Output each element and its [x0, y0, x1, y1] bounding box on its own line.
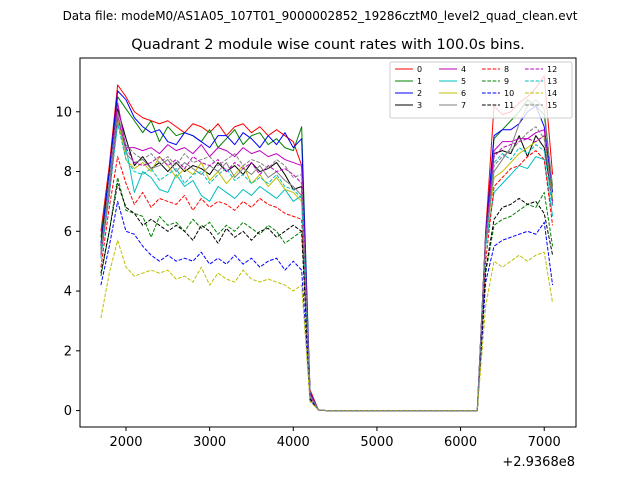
legend-label-15: 15 [547, 101, 557, 110]
x-axis-ticks: 2000 3000 4000 5000 6000 7000 [109, 427, 561, 450]
legend-label-14: 14 [547, 89, 557, 98]
legend-label-1: 1 [417, 77, 422, 86]
y-axis-ticks: 0 2 4 6 8 10 [55, 105, 80, 419]
legend-label-5: 5 [461, 77, 466, 86]
y-tick-label-8: 8 [64, 165, 72, 180]
legend-label-8: 8 [504, 65, 509, 74]
legend-label-7: 7 [461, 101, 466, 110]
legend-label-6: 6 [461, 89, 466, 98]
legend-label-0: 0 [417, 65, 422, 74]
legend-label-2: 2 [417, 89, 422, 98]
y-tick-label-2: 2 [64, 344, 72, 359]
series-layer [100, 75, 554, 412]
x-tick-label-7000: 7000 [528, 435, 561, 450]
plot-area-frame [79, 57, 577, 428]
legend-label-9: 9 [504, 77, 509, 86]
series-line-9 [100, 177, 554, 412]
y-tick-label-10: 10 [55, 105, 72, 120]
x-tick-label-3000: 3000 [193, 435, 226, 450]
x-tick-label-5000: 5000 [360, 435, 393, 450]
legend-label-13: 13 [547, 77, 557, 86]
y-tick-label-0: 0 [64, 404, 72, 419]
series-line-15 [100, 114, 554, 412]
x-tick-label-4000: 4000 [277, 435, 310, 450]
legend-label-4: 4 [461, 65, 466, 74]
chart-title: Quadrant 2 module wise count rates with … [131, 37, 525, 53]
legend-label-3: 3 [417, 101, 422, 110]
x-axis-offset-label: +2.9368e8 [502, 455, 575, 470]
y-tick-label-4: 4 [64, 285, 72, 300]
y-tick-label-6: 6 [64, 225, 72, 240]
legend-label-10: 10 [504, 89, 514, 98]
series-line-10 [100, 200, 554, 412]
legend-label-12: 12 [547, 65, 557, 74]
chart-suptitle: Data file: modeM0/AS1A05_107T01_90000028… [63, 9, 578, 23]
legend-box [389, 61, 573, 119]
x-tick-label-6000: 6000 [444, 435, 477, 450]
x-tick-label-2000: 2000 [109, 435, 142, 450]
legend-label-11: 11 [504, 101, 514, 110]
